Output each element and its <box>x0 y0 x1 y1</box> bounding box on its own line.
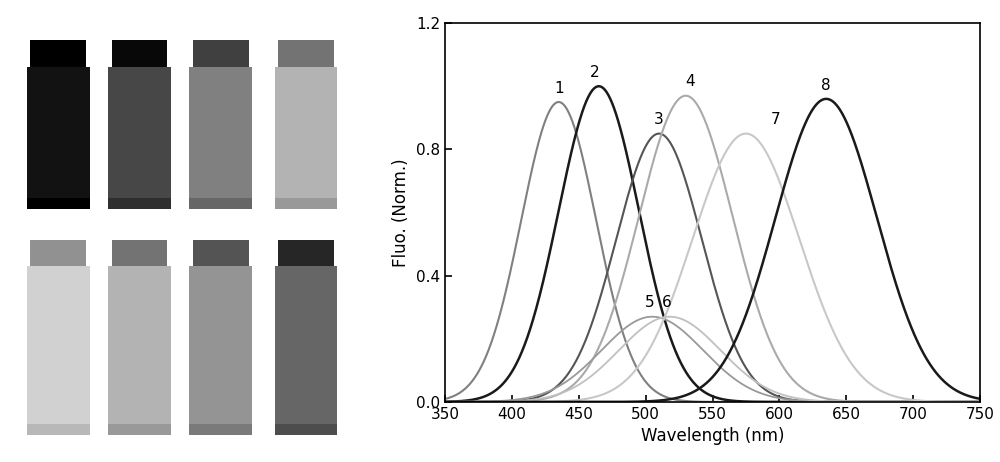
Text: 5: 5 <box>645 295 654 310</box>
Text: 3: 3 <box>216 18 226 34</box>
Text: 3: 3 <box>654 112 664 127</box>
Bar <box>275 424 337 435</box>
Bar <box>30 240 86 267</box>
Bar <box>189 198 252 209</box>
Text: 1: 1 <box>554 81 564 96</box>
Bar <box>108 67 171 209</box>
Text: 7: 7 <box>216 216 226 231</box>
Bar <box>278 40 334 67</box>
Bar <box>189 424 252 435</box>
Bar <box>278 240 334 267</box>
Bar <box>193 240 249 267</box>
Bar <box>112 40 167 67</box>
Bar <box>275 67 337 209</box>
Bar <box>27 198 90 209</box>
Text: 8: 8 <box>821 78 831 92</box>
Bar <box>112 240 167 267</box>
Text: 2: 2 <box>135 18 144 34</box>
Text: 4: 4 <box>301 18 311 34</box>
Bar <box>10 226 380 229</box>
Bar <box>30 40 86 67</box>
Bar <box>193 40 249 67</box>
Y-axis label: Fluo. (Norm.): Fluo. (Norm.) <box>392 158 410 267</box>
Bar <box>189 267 252 435</box>
Bar <box>189 67 252 209</box>
Text: 6: 6 <box>662 295 672 310</box>
X-axis label: Wavelength (nm): Wavelength (nm) <box>641 427 784 445</box>
Text: 5: 5 <box>53 216 63 231</box>
Bar <box>108 198 171 209</box>
Bar <box>27 424 90 435</box>
Bar <box>108 267 171 435</box>
Text: 6: 6 <box>135 216 144 231</box>
Bar <box>27 267 90 435</box>
Text: 8: 8 <box>301 216 311 231</box>
Bar <box>275 267 337 435</box>
Bar <box>27 67 90 209</box>
Bar <box>108 424 171 435</box>
Text: 1: 1 <box>53 18 63 34</box>
Text: 7: 7 <box>771 112 780 127</box>
Text: 2: 2 <box>590 65 600 80</box>
Bar <box>275 198 337 209</box>
Text: 4: 4 <box>685 74 695 90</box>
